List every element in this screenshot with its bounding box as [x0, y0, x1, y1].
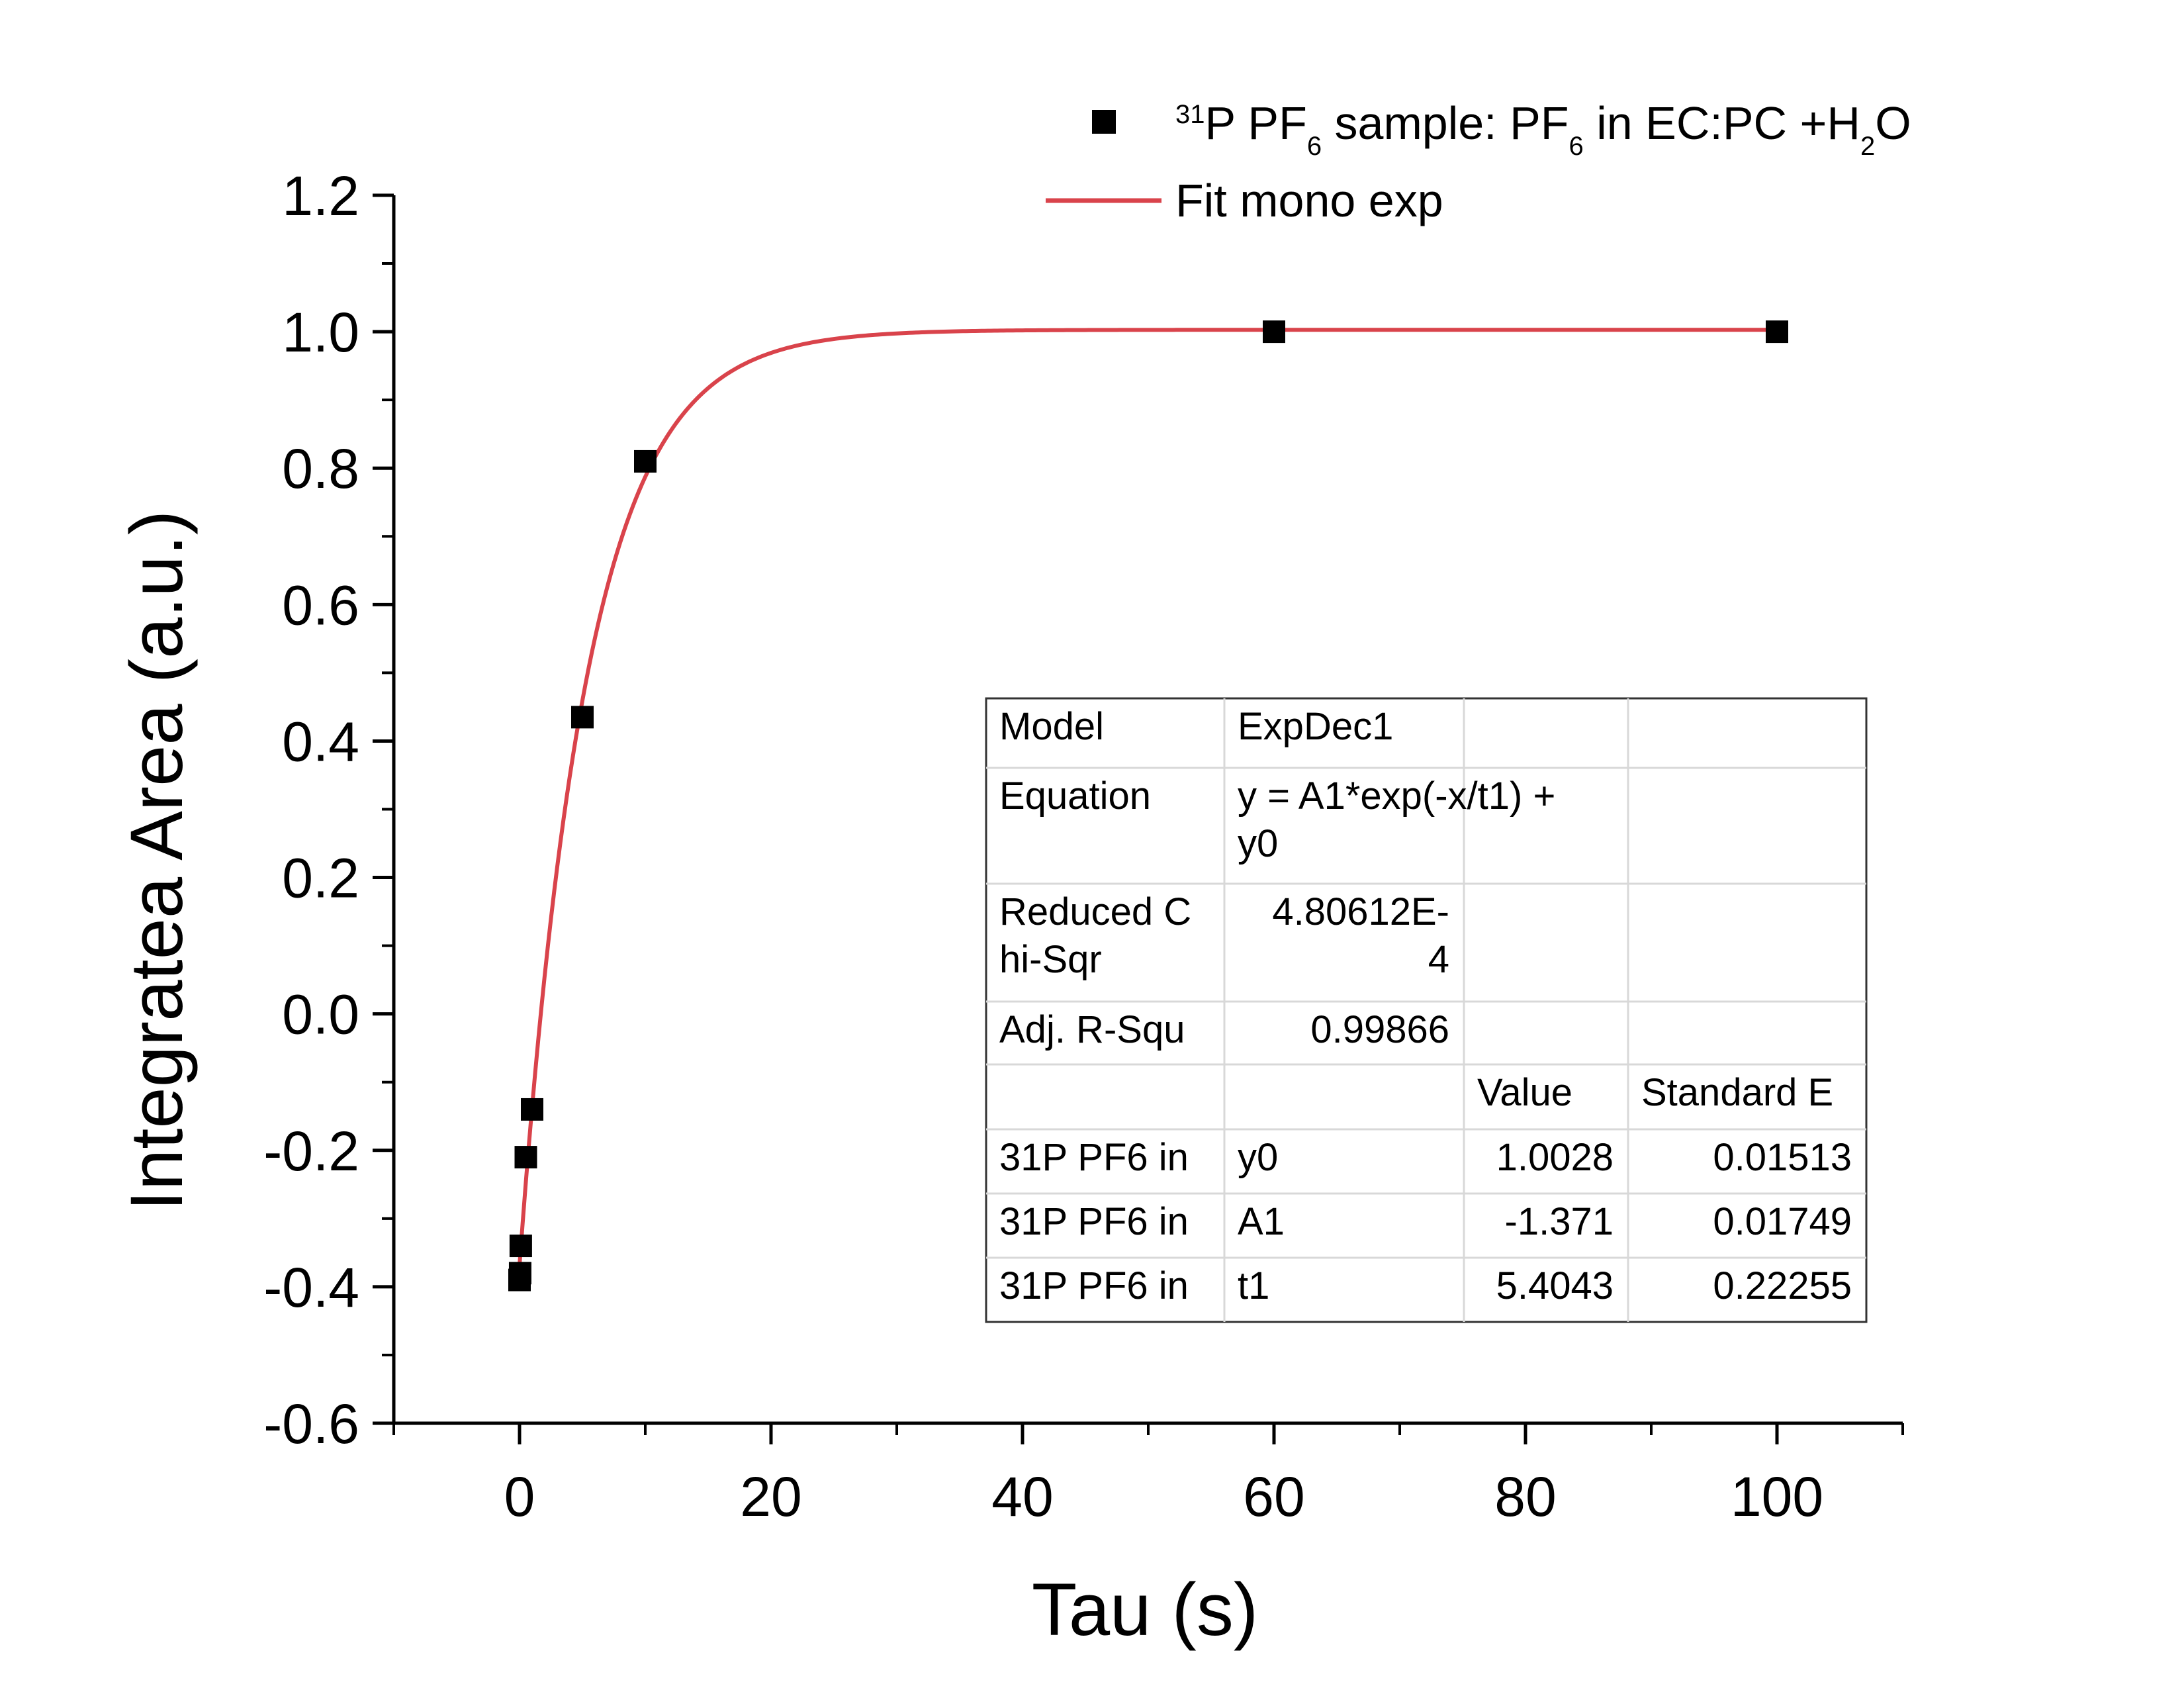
- table-cell: ExpDec1: [1238, 705, 1393, 748]
- y-tick-label: -0.6: [263, 1393, 359, 1455]
- table-border: [985, 697, 1868, 1323]
- table-cell: A1: [1238, 1200, 1285, 1243]
- table-cell: -1.371: [1505, 1200, 1614, 1243]
- table-cell: 0.22255: [1713, 1264, 1852, 1307]
- x-tick-label: 20: [740, 1466, 801, 1528]
- y-tick-label: 0.0: [282, 984, 359, 1046]
- data-point: [514, 1146, 537, 1169]
- x-tick-label: 0: [504, 1466, 535, 1528]
- table-cell: Adj. R-Squ: [999, 1008, 1185, 1051]
- table-cell: 1.0028: [1496, 1136, 1614, 1179]
- y-axis-title: Integratea Area (a.u.): [115, 510, 198, 1211]
- data-point: [1766, 320, 1788, 344]
- legend-label-scatter: 31P PF6 sample: PF6 in EC:PC +H2O: [1175, 97, 1911, 161]
- data-point: [509, 1235, 532, 1258]
- table-cell: 0.99866: [1310, 1008, 1449, 1051]
- data-point: [571, 706, 594, 729]
- data-point: [1263, 320, 1285, 344]
- table-cell: Value: [1477, 1071, 1572, 1114]
- table-cell: t1: [1238, 1264, 1269, 1307]
- data-point: [521, 1098, 543, 1121]
- legend: 31P PF6 sample: PF6 in EC:PC +H2O Fit mon…: [1046, 97, 1911, 226]
- x-axis-title: Tau (s): [1032, 1568, 1258, 1651]
- table-cell: 31P PF6 in: [999, 1200, 1189, 1243]
- y-tick-label: 1.0: [282, 301, 359, 363]
- legend-marker-scatter: [1092, 110, 1116, 134]
- table-cell: Equation: [999, 774, 1151, 818]
- y-tick-label: 0.6: [282, 574, 359, 636]
- table-cell: Model: [999, 705, 1104, 748]
- fit-layer: [518, 328, 1777, 1266]
- fit-results-table: Model ExpDec1 Equation y = A1*exp(-x/t1) + y…: [985, 697, 1868, 1323]
- table-cell: 31P PF6 in: [999, 1136, 1189, 1179]
- y-tick-label: 0.8: [282, 438, 359, 500]
- y-tick-label: 0.2: [282, 847, 359, 910]
- data-point: [634, 449, 657, 473]
- x-tick-label: 80: [1494, 1466, 1556, 1528]
- table-cell: 0.01513: [1713, 1136, 1852, 1179]
- points-layer: [508, 320, 1788, 1291]
- y-tick-label: 0.4: [282, 710, 359, 773]
- y-tick-label: -0.2: [263, 1120, 359, 1182]
- x-tick-label: 100: [1731, 1466, 1823, 1528]
- legend-label-fit: Fit mono exp: [1175, 175, 1443, 226]
- table-cell: 4.80612E-4: [1272, 890, 1449, 981]
- table-cell: 5.4043: [1496, 1264, 1614, 1307]
- table-cell: 0.01749: [1713, 1200, 1852, 1243]
- table-cell: y = A1*exp(-x/t1) + y0: [1238, 774, 1555, 865]
- table-cell: 31P PF6 in: [999, 1264, 1189, 1307]
- table-cell: y0: [1238, 1136, 1278, 1179]
- y-tick-label: -0.4: [263, 1256, 359, 1319]
- fit-curve: [518, 328, 1777, 1266]
- table-cell: Standard E: [1641, 1071, 1833, 1114]
- y-tick-label: 1.2: [282, 165, 359, 227]
- data-point: [508, 1262, 531, 1285]
- x-tick-label: 40: [991, 1466, 1053, 1528]
- x-tick-label: 60: [1243, 1466, 1304, 1528]
- axes: -0.6 -0.4 -0.2 0.0 0.2 0.4 0.6 0.8 1.0 1.2 0 20 40 60…: [263, 165, 1904, 1528]
